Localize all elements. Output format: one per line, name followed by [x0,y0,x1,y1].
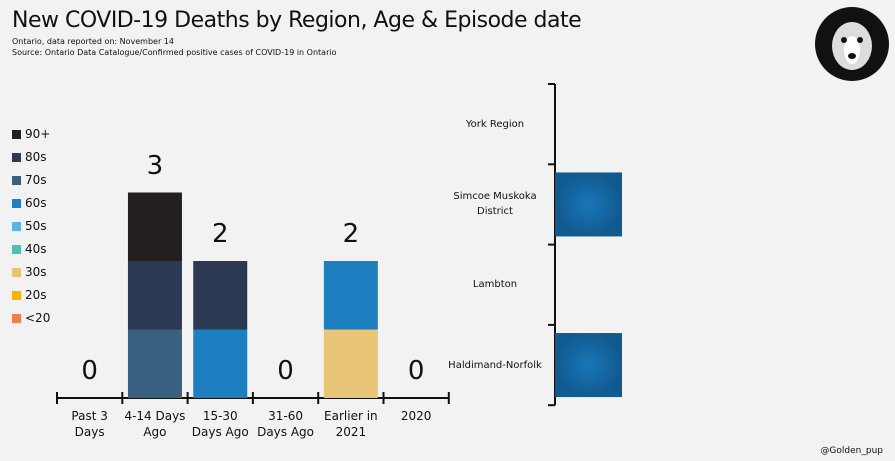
legend-label: <20 [25,311,51,325]
legend-label: 40s [25,242,47,256]
bar-segment [127,329,182,398]
title: New COVID-19 Deaths by Region, Age & Epi… [12,8,582,33]
bar-segment [127,192,182,261]
bar-segment [323,261,378,330]
x-tick-label: 2020 [400,409,432,423]
legend-swatch [12,314,21,323]
y-tick-label: Lambton [472,279,518,291]
legend-swatch [12,291,21,300]
legend-label: 60s [25,196,47,210]
subtitle: Ontario, data reported on: November 14 [12,37,174,46]
x-tick-label: Past 3 Days [71,409,108,439]
legend-swatch [12,130,21,139]
legend-swatch [12,176,21,185]
bar-segment [127,261,182,330]
legend-swatch [12,153,21,162]
source: Source: Ontario Data Catalogue/Confirmed… [12,48,337,57]
total-label: 2 [211,219,229,249]
total-label: 3 [146,150,164,181]
legend-swatch [12,199,21,208]
bar [555,333,622,398]
total-label: 0 [407,356,425,386]
legend-swatch [12,245,21,254]
logo [815,7,889,81]
bar-segment [193,261,248,330]
legend-swatch [12,222,21,231]
y-tick-label: Simcoe Muskoka District [453,191,537,218]
legend-label: 30s [25,265,47,279]
legend-label: 20s [25,288,47,302]
legend-label: 80s [25,150,47,164]
legend-label: 90+ [25,127,51,141]
y-tick-label: Haldimand-Norfolk [448,359,542,371]
bar-segment [193,329,248,398]
total-label: 0 [277,356,294,386]
x-tick-label: 4-14 Days Ago [124,409,186,439]
y-tick-label: York Region [465,118,525,130]
x-tick-label: 31-60 Days Ago [257,409,315,439]
legend-label: 70s [25,173,47,187]
legend-swatch [12,268,21,277]
total-label: 0 [81,356,98,386]
bar-segment [323,329,378,398]
x-tick-label: 15-30 Days Ago [191,409,249,439]
x-tick-label: Earlier in 2021 [324,409,378,439]
credit: @Golden_pup [820,446,883,456]
bar [555,172,622,237]
total-label: 2 [342,219,360,249]
legend-label: 50s [25,219,47,233]
